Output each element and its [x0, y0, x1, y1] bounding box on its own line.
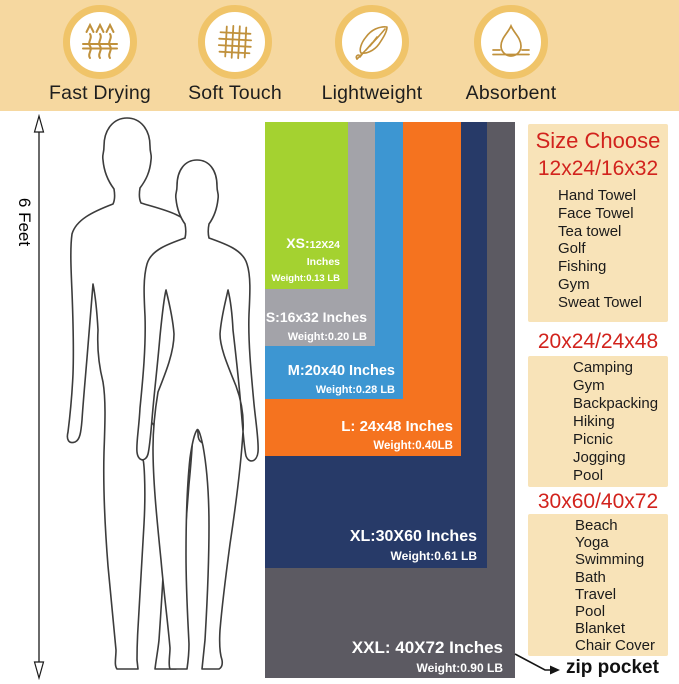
feature-soft-touch: Soft Touch — [160, 5, 310, 105]
guide-item: Blanket — [575, 620, 626, 638]
feature-circle — [474, 5, 548, 79]
feature-label: Lightweight — [321, 82, 423, 104]
feature-label: Fast Drying — [49, 82, 151, 104]
guide-item: Sweat Towel — [558, 293, 642, 311]
guide-item: Camping — [573, 359, 634, 376]
size-label-m: M:20x40 Inches Weight:0.28 LB — [287, 362, 395, 396]
size-label-l: L: 24x48 Inches Weight:0.40LB — [341, 418, 453, 453]
feature-circle — [63, 5, 137, 79]
size-rect-xs: XS:12X24 Inches Weight:0.13 LB — [265, 122, 348, 289]
mesh-icon — [217, 24, 253, 60]
guide-item: Picnic — [573, 431, 614, 448]
feature-circle — [335, 5, 409, 79]
guide-item: Pool — [575, 603, 606, 621]
guide-item: Pool — [573, 467, 604, 484]
size-group-title-2: 20x24/24x48 — [537, 330, 659, 353]
size-group-title-3: 30x60/40x72 — [537, 490, 659, 513]
guide-item: Backpacking — [573, 395, 659, 412]
woman-outline — [136, 159, 259, 670]
size-guide-list-2: Camping Gym Backpacking Hiking Picnic Jogging… — [528, 356, 668, 485]
zip-pocket-label: zip pocket — [566, 657, 659, 678]
feature-fast-drying: Fast Drying — [25, 5, 175, 105]
size-label-s: S:16x32 Inches Weight:0.20 LB — [265, 308, 367, 343]
feature-circle — [198, 5, 272, 79]
guide-item: Golf — [558, 240, 586, 258]
human-figures — [66, 117, 259, 670]
guide-item: Hand Towel — [558, 187, 637, 204]
guide-item: Swimming — [575, 551, 645, 569]
feature-absorbent: Absorbent — [436, 5, 586, 105]
guide-item: Beach — [575, 517, 618, 534]
feature-lightweight: Lightweight — [297, 5, 447, 105]
droplet-icon — [492, 23, 530, 57]
size-guide-heading: Size Choose — [535, 128, 661, 153]
feature-label: Absorbent — [465, 82, 557, 104]
guide-item: Tea towel — [558, 222, 622, 240]
size-guide-panel-2: Camping Gym Backpacking Hiking Picnic Jogging… — [528, 356, 668, 487]
guide-item: Hiking — [573, 413, 615, 430]
height-ruler-arrow — [33, 114, 45, 680]
steam-icon — [82, 22, 118, 59]
feather-icon — [355, 26, 388, 60]
guide-item: Face Towel — [558, 204, 634, 222]
size-guide-list-3: Beach Yoga Swimming Bath Travel Pool Blanket Ch… — [528, 514, 668, 655]
size-guide-panel-1: Size Choose 12x24/16x32 Hand Towel Face T… — [528, 124, 668, 322]
guide-item: Yoga — [575, 534, 609, 552]
guide-item: Jogging — [573, 449, 626, 466]
guide-item: Gym — [558, 275, 590, 293]
feature-label: Soft Touch — [188, 82, 282, 104]
size-label-xxl: XXL: 40X72 Inches Weight:0.90 LB — [351, 637, 503, 675]
guide-item: Gym — [573, 377, 605, 394]
guide-item: Chair Cover — [575, 637, 656, 655]
guide-item: Travel — [575, 585, 617, 603]
guide-item: Fishing — [558, 258, 607, 276]
size-label-xl: XL:30X60 Inches Weight:0.61 LB — [349, 527, 477, 563]
feature-banner: Fast Drying Soft Touch — [0, 0, 679, 111]
zip-pocket-arrow — [514, 653, 560, 675]
height-ruler-label: 6 Feet — [15, 197, 34, 247]
guide-item: Bath — [575, 568, 606, 586]
size-group-title-1: 12x24/16x32 — [537, 157, 659, 180]
size-label-xs: XS:12X24 Inches Weight:0.13 LB — [271, 234, 340, 285]
size-guide-panel-3: Beach Yoga Swimming Bath Travel Pool Blanket Ch… — [528, 514, 668, 656]
size-guide-list-1: Hand Towel Face Towel Tea towel Golf Fishing… — [528, 187, 668, 312]
